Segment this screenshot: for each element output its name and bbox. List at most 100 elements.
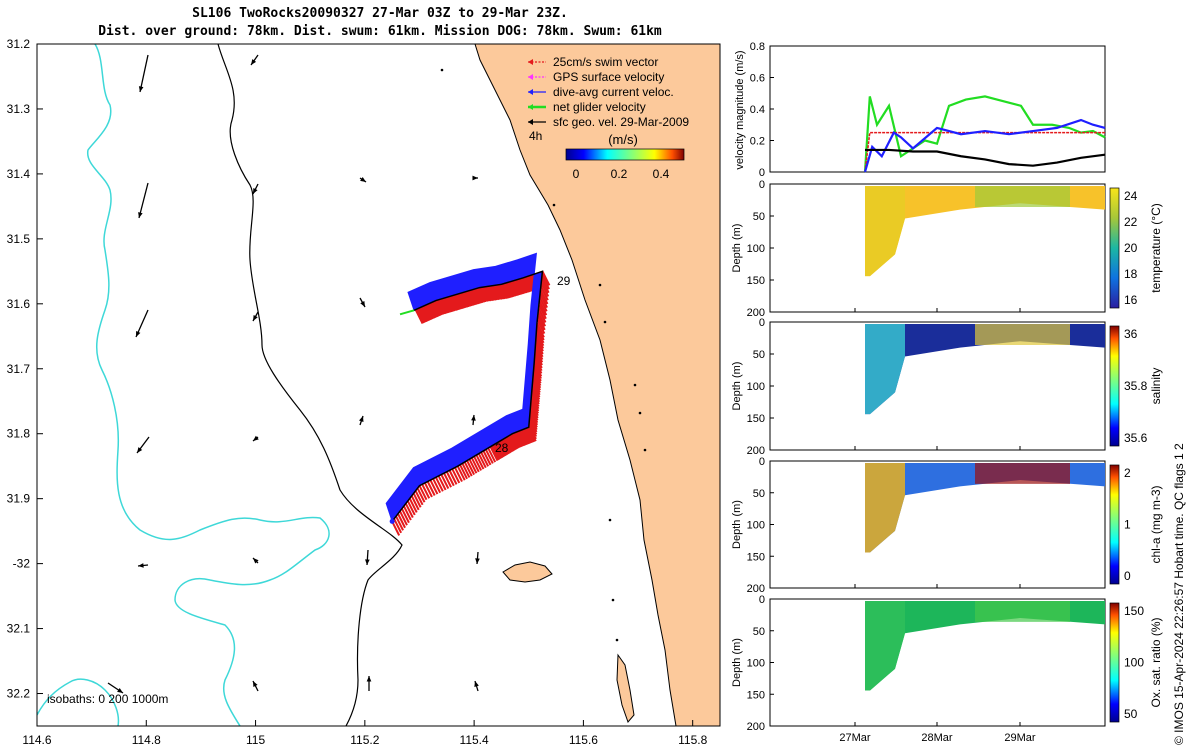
sec1-ytick-4: 200 (747, 445, 765, 457)
map-ytick-8: -32 (13, 557, 31, 571)
sec2-clabel: chl-a (mg m-3) (1149, 485, 1163, 563)
sec1-colorbar (1109, 325, 1120, 447)
map-panel: 114.6 114.8 115 115.2 115.4 115.6 115.8 31.2 31… (7, 37, 721, 747)
coast-dot-6 (643, 448, 647, 452)
vel-ytick-4: 0.8 (750, 41, 765, 53)
track-start (389, 518, 395, 524)
legend-tag: 4h (529, 129, 542, 143)
isobath-label: isobaths: 0 200 1000m (47, 692, 168, 706)
section-panel-2: 0 50 100 150 200 Depth (m) 2 1 0 chl-a (mg m-3) (731, 456, 1163, 595)
geo-arrow-4 (359, 176, 367, 183)
section-data-west-0 (865, 186, 905, 277)
velocity-axes (769, 45, 1106, 173)
geo-arrow-11 (359, 415, 364, 426)
section-data-west-2 (865, 463, 905, 553)
geo-arrow-12 (471, 414, 476, 426)
geo-arrow-16 (475, 551, 480, 565)
coast-dot-1 (552, 203, 556, 207)
map-ytick-0: 31.2 (7, 37, 31, 51)
legend-label-4: sfc geo. vel. 29-Mar-2009 (553, 115, 689, 129)
map-ytick-4: 31.6 (7, 297, 31, 311)
geo-arrow-14 (252, 557, 259, 564)
vel-ytick-2: 0.4 (750, 104, 765, 116)
sec3-ctick-2: 50 (1124, 707, 1138, 721)
section-data-west-3 (865, 601, 905, 691)
geo-arrow-7 (252, 311, 259, 322)
sec1-ctick-0: 36 (1124, 327, 1138, 341)
map-ytick-2: 31.4 (7, 167, 31, 181)
geo-arrow-2 (138, 182, 149, 219)
sec3-ytick-1: 50 (753, 626, 765, 638)
legend-entry-2: dive-avg current veloc. (528, 85, 674, 99)
sec0-ctick-2: 20 (1124, 241, 1138, 255)
legend-label-3: net glider velocity (553, 100, 646, 114)
day-label-29: 29 (557, 274, 571, 288)
title-line-1: SL106 TwoRocks20090327 27-Mar 03Z to 29-… (192, 6, 568, 21)
coast-dot-3 (603, 320, 607, 324)
sec1-ytick-3: 150 (747, 413, 765, 425)
colorbar-tick-0: 0 (573, 167, 580, 181)
legend-entry-3: net glider velocity (528, 100, 646, 114)
vel-ytick-1: 0.2 (750, 136, 765, 148)
velocity-line-3 (865, 148, 1106, 167)
coast-dot-2 (598, 283, 602, 287)
sec2-ctick-2: 0 (1124, 569, 1131, 583)
colorbar-tick-2: 0.4 (653, 167, 670, 181)
sec1-ytick-0: 0 (759, 317, 765, 329)
geo-arrow-15 (365, 549, 370, 566)
sec2-ytick-4: 200 (747, 583, 765, 595)
sec2-ylabel: Depth (m) (731, 500, 743, 549)
legend-label-2: dive-avg current veloc. (553, 85, 674, 99)
island-garden (616, 653, 635, 723)
colorbar-tick-1: 0.2 (611, 167, 628, 181)
coast-dot-0 (440, 68, 444, 72)
velocity-series (863, 95, 1106, 173)
sec1-ctick-2: 35.6 (1124, 431, 1148, 445)
geo-arrow-9 (136, 436, 150, 454)
sec1-ctick-1: 35.8 (1124, 379, 1148, 393)
sec2-colorbar (1109, 464, 1120, 585)
title-line-2: Dist. over ground: 78km. Dist. swum: 61k… (98, 24, 662, 39)
sec0-ytick-4: 200 (747, 307, 765, 319)
sec0-clabel: temperature (°C) (1149, 203, 1163, 293)
coast-dot-8 (611, 598, 615, 602)
isobath-200m (87, 44, 330, 726)
map-y-ticks: 31.2 31.3 31.4 31.5 31.6 31.7 31.8 31.9 -32 32.1 3… (7, 37, 43, 701)
vel-ytick-0: 0 (759, 167, 765, 179)
geo-arrow-5 (472, 175, 478, 181)
legend-entry-1: GPS surface velocity (528, 70, 664, 84)
section-data-patch-1 (975, 324, 1070, 346)
section-data-3 (865, 601, 1105, 691)
geo-arrow-6 (135, 309, 149, 338)
section-data-patch-2 (975, 463, 1070, 484)
sec3-ytick-4: 200 (747, 721, 765, 733)
sec3-ytick-2: 100 (747, 658, 765, 670)
sec0-ytick-3: 150 (747, 275, 765, 287)
legend-label-1: GPS surface velocity (553, 70, 664, 84)
sec0-ytick-0: 0 (759, 179, 765, 191)
sec1-clabel: salinity (1149, 368, 1163, 405)
sec0-ctick-0: 24 (1124, 189, 1138, 203)
time-xtick-2: 29Mar (1004, 732, 1036, 744)
map-ytick-7: 31.9 (7, 492, 31, 506)
sec3-ytick-0: 0 (759, 594, 765, 606)
section-data-west-1 (865, 324, 905, 415)
sec0-ctick-3: 18 (1124, 267, 1138, 281)
map-xtick-1: 114.8 (132, 733, 161, 747)
map-x-ticks: 114.6 114.8 115 115.2 115.4 115.6 115.8 (22, 720, 708, 747)
sec2-ctick-0: 2 (1124, 466, 1131, 480)
velocity-panel: 0 0.2 0.4 0.6 0.8 velocity magnitude (m/s) (734, 41, 1106, 179)
map-xtick-4: 115.4 (460, 733, 489, 747)
map-ytick-6: 31.8 (7, 427, 31, 441)
geostrophic-arrows (107, 54, 647, 694)
coast-dot-7 (608, 518, 612, 522)
geo-arrow-17 (107, 682, 124, 694)
geo-arrow-0 (138, 54, 149, 93)
section-data-patch-3 (975, 601, 1070, 622)
land-coast (474, 44, 720, 726)
coast-dot-5 (638, 411, 642, 415)
sec3-colorbar (1109, 602, 1120, 723)
section-panel-3: 0 50 100 150 200 Depth (m) 150 100 50 Ox. sat. ra… (731, 594, 1163, 733)
